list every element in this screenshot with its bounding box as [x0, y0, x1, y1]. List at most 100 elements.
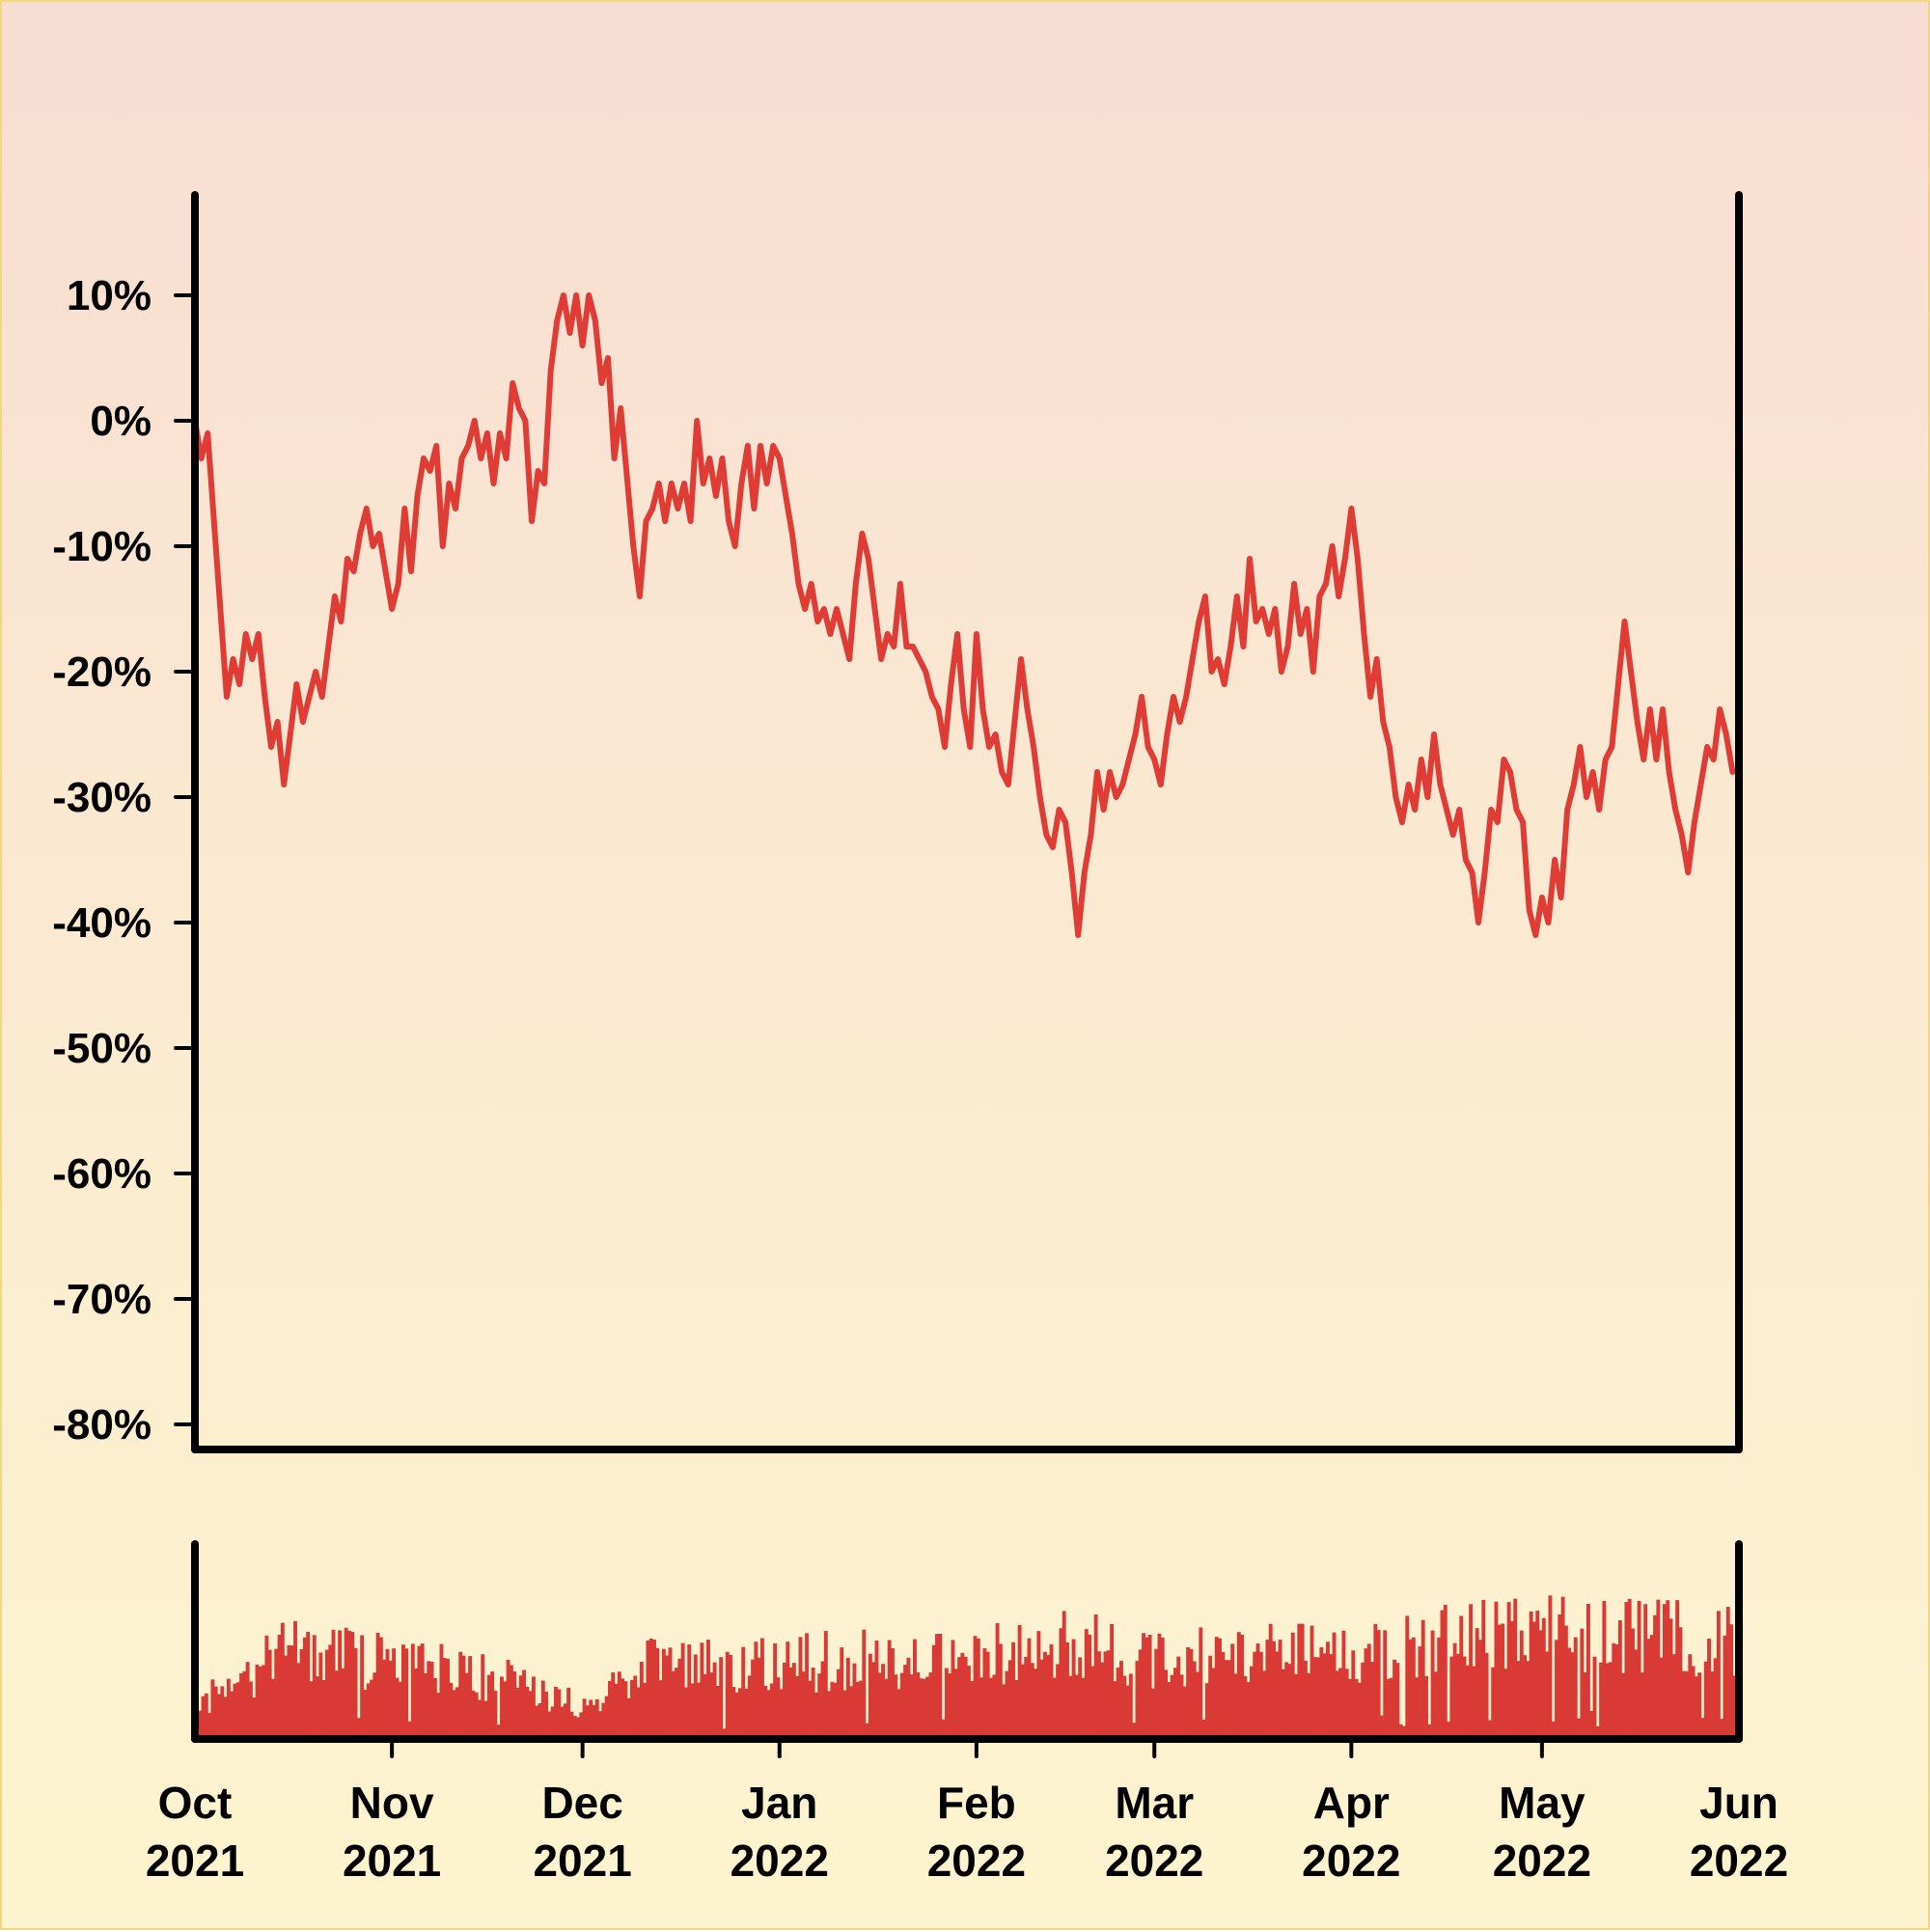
volume-bar [1287, 1664, 1292, 1739]
volume-bar [318, 1652, 323, 1739]
volume-bar [198, 1710, 203, 1739]
volume-bar [363, 1689, 368, 1739]
volume-bar [1411, 1637, 1416, 1739]
volume-bar [684, 1687, 688, 1739]
volume-bar [1179, 1674, 1184, 1739]
volume-bar [1272, 1641, 1276, 1739]
volume-bar [1236, 1632, 1241, 1739]
volume-bar [248, 1681, 253, 1739]
volume-bar [776, 1677, 781, 1739]
volume-bar [725, 1651, 730, 1739]
volume-bar [1027, 1638, 1032, 1739]
volume-bar [1326, 1642, 1330, 1739]
volume-bar [576, 1717, 580, 1739]
volume-bar [1142, 1633, 1145, 1739]
volume-bar [1096, 1651, 1101, 1739]
volume-bar [1456, 1653, 1460, 1739]
volume-bar [1186, 1647, 1191, 1739]
volume-bar [948, 1673, 952, 1739]
volume-bar [1182, 1686, 1187, 1739]
volume-bar [709, 1672, 714, 1739]
volume-bar [808, 1680, 813, 1739]
volume-bar [837, 1669, 841, 1739]
volume-bar [1640, 1672, 1644, 1739]
volume-bar [1523, 1655, 1528, 1739]
volume-bar [1307, 1672, 1311, 1739]
volume-bar [1631, 1628, 1635, 1739]
volume-bar [538, 1703, 542, 1739]
volume-bar [262, 1665, 266, 1739]
volume-bar [1617, 1620, 1622, 1739]
volume-bar [1036, 1631, 1041, 1739]
volume-bar [1167, 1682, 1172, 1739]
volume-bar [729, 1654, 732, 1739]
volume-bar [741, 1646, 746, 1739]
volume-bar [554, 1686, 558, 1739]
x-tick-label-year: 2022 [927, 1835, 1026, 1886]
volume-bar [223, 1697, 228, 1739]
volume-bar [1433, 1671, 1438, 1739]
volume-bar [1265, 1640, 1270, 1739]
volume-bar [1612, 1642, 1616, 1739]
volume-bar [427, 1661, 431, 1739]
volume-bar [1541, 1617, 1546, 1739]
volume-bar [1046, 1654, 1051, 1739]
volume-bar [1154, 1648, 1159, 1739]
volume-bar [334, 1670, 339, 1739]
volume-bar [906, 1657, 911, 1739]
price-panel [192, 292, 1736, 938]
volume-bar [1310, 1625, 1314, 1739]
volume-bar [1560, 1596, 1565, 1739]
volume-bar [1691, 1666, 1696, 1739]
volume-bar [607, 1680, 612, 1739]
volume-bar [1389, 1677, 1393, 1739]
volume-bar [963, 1656, 968, 1739]
volume-bar [1268, 1623, 1273, 1739]
volume-bar [899, 1672, 904, 1739]
volume-bar [1392, 1659, 1397, 1739]
volume-bar [1240, 1634, 1245, 1739]
volume-bar [805, 1633, 809, 1739]
volume-bar [1697, 1672, 1702, 1739]
volume-bar [522, 1670, 526, 1739]
volume-bar [1447, 1722, 1451, 1739]
volume-bar [589, 1699, 593, 1739]
volume-bar [928, 1672, 933, 1739]
volume-bar [1208, 1655, 1213, 1739]
volume-bar [245, 1662, 250, 1739]
volume-bar [1344, 1669, 1349, 1739]
y-tick-label: -50% [52, 1025, 152, 1072]
volume-bar [1703, 1661, 1708, 1739]
volume-bar [1526, 1661, 1530, 1739]
volume-bar [855, 1681, 860, 1739]
volume-bar [1071, 1639, 1076, 1739]
volume-bar [731, 1687, 736, 1739]
x-tick-label-year: 2022 [1302, 1835, 1400, 1886]
volume-bar [620, 1678, 625, 1739]
volume-bar [1103, 1651, 1108, 1739]
volume-bar [1599, 1662, 1604, 1739]
volume-bar [1634, 1649, 1639, 1739]
volume-bar [1357, 1682, 1362, 1739]
volume-bar [1250, 1666, 1254, 1739]
volume-bar [779, 1689, 784, 1739]
volume-bar [881, 1664, 885, 1739]
volume-bar [1440, 1610, 1445, 1739]
volume-bar [687, 1644, 692, 1739]
volume-bar [1024, 1656, 1029, 1739]
volume-bar [1043, 1651, 1047, 1739]
volume-bar [1443, 1604, 1448, 1739]
volume-bar [1253, 1651, 1257, 1739]
volume-bar [1011, 1642, 1015, 1739]
volume-bar [1361, 1662, 1365, 1739]
volume-bar [1376, 1630, 1381, 1739]
volume-panel [195, 1595, 1740, 1739]
volume-bar [1341, 1630, 1346, 1739]
volume-bar [1605, 1663, 1610, 1739]
volume-bar [1128, 1673, 1133, 1739]
y-tick-label: -80% [52, 1401, 152, 1449]
volume-bar [1255, 1643, 1260, 1739]
volume-bar [474, 1692, 479, 1739]
volume-bar [1627, 1598, 1632, 1739]
